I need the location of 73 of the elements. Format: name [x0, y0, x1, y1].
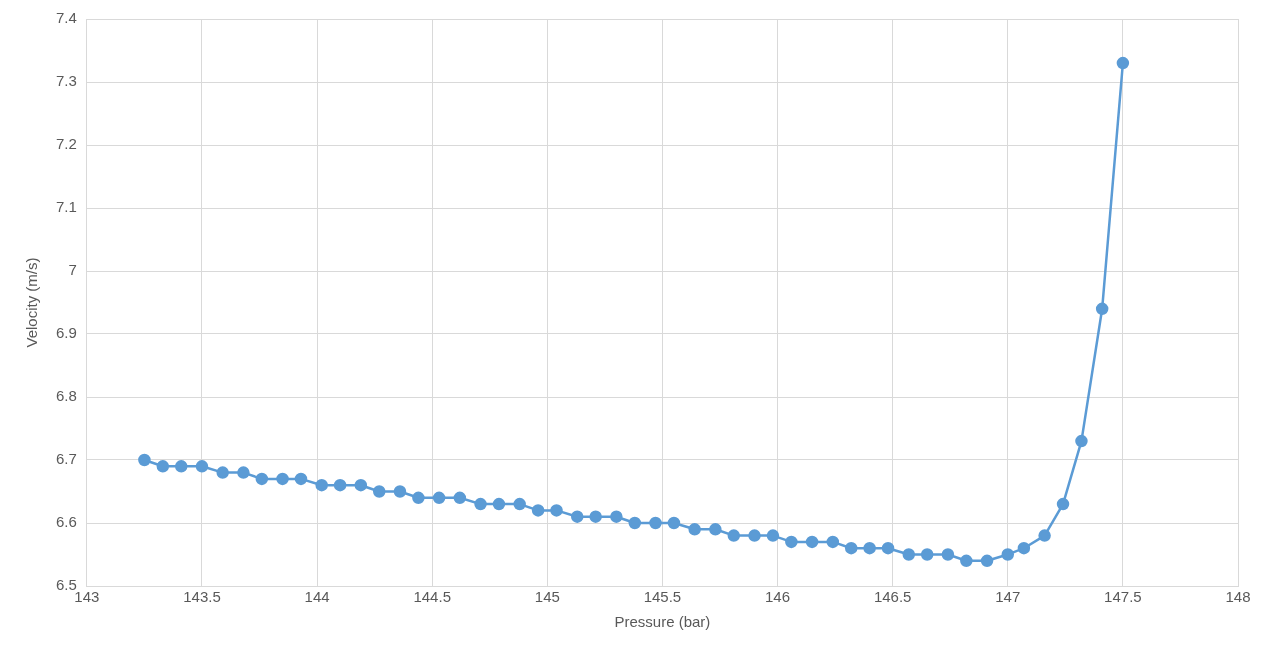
point	[881, 541, 895, 555]
x-tick-label: 147	[995, 588, 1021, 606]
x-tick-label: 144	[304, 588, 330, 606]
point	[902, 548, 916, 561]
point	[1017, 541, 1031, 555]
y-tick-label: 6.6	[55, 513, 77, 531]
x-tick-label: 146	[765, 588, 791, 606]
point	[709, 523, 722, 536]
y-tick-label: 7.1	[55, 198, 77, 216]
x-tick-label: 145.5	[643, 588, 682, 606]
point	[748, 529, 761, 542]
y-tick-label: 6.8	[55, 387, 77, 405]
y-tick-label: 6.5	[55, 576, 77, 594]
point	[412, 491, 425, 505]
point	[237, 466, 250, 479]
point	[138, 453, 151, 467]
y-tick-label: 7.4	[55, 9, 77, 27]
point	[255, 472, 269, 486]
y-tick-label: 7.3	[55, 72, 77, 90]
point	[156, 460, 170, 473]
point	[432, 491, 446, 505]
point	[354, 478, 368, 492]
x-tick-label: 144.5	[413, 588, 451, 606]
point	[727, 529, 741, 542]
y-tick-label: 6.9	[55, 324, 77, 342]
point	[941, 548, 955, 561]
point	[276, 472, 289, 486]
point	[1075, 434, 1088, 448]
point	[826, 535, 840, 549]
point	[766, 529, 780, 542]
point	[531, 504, 545, 517]
point	[667, 516, 681, 530]
point	[372, 485, 386, 498]
point	[570, 510, 584, 523]
point	[474, 497, 487, 511]
point	[844, 541, 858, 555]
x-tick-label: 146.5	[873, 588, 912, 606]
point	[920, 548, 934, 561]
point	[550, 504, 563, 517]
x-tick-label: 147.5	[1104, 588, 1142, 606]
point	[1056, 497, 1070, 511]
y-tick-label: 7.2	[55, 135, 77, 153]
point	[649, 516, 662, 530]
point	[785, 535, 798, 549]
y-axis-title: Velocity (m/s)	[23, 257, 41, 348]
point	[175, 460, 188, 473]
point	[688, 523, 701, 536]
x-tick-label: 145	[534, 588, 560, 606]
point	[195, 460, 209, 473]
x-tick-label: 148	[1225, 588, 1251, 606]
point	[1001, 548, 1015, 561]
x-tick-label: 143.5	[183, 588, 221, 606]
point	[513, 497, 526, 511]
y-tick-label: 7	[68, 261, 77, 279]
point	[610, 510, 623, 523]
y-tick-label: 6.7	[55, 450, 77, 468]
point	[216, 466, 229, 479]
point	[1116, 56, 1130, 70]
point	[805, 535, 819, 549]
point	[589, 510, 602, 523]
point	[315, 478, 328, 492]
point	[863, 541, 876, 555]
point	[453, 491, 467, 505]
point	[294, 472, 308, 486]
point	[393, 485, 407, 498]
point	[628, 516, 642, 530]
x-axis-title: Pressure (bar)	[614, 613, 711, 631]
point	[960, 554, 973, 568]
point	[980, 554, 994, 568]
point	[1095, 302, 1109, 316]
point	[492, 497, 506, 511]
point	[333, 478, 347, 492]
point	[1038, 529, 1051, 542]
